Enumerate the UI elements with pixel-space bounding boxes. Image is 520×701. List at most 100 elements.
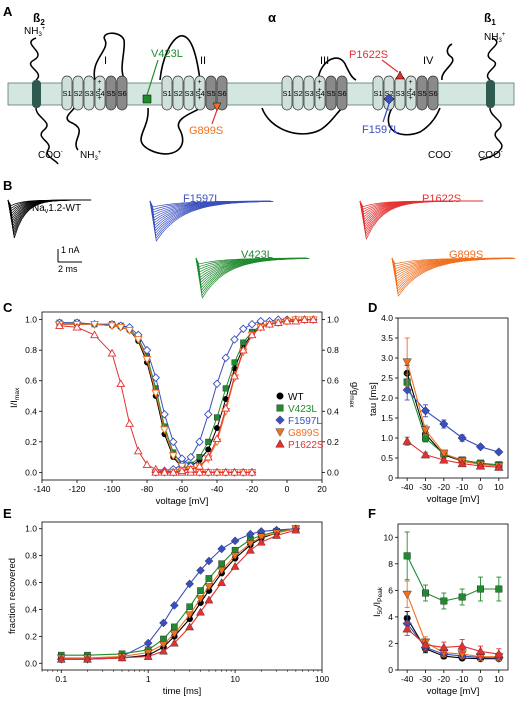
beta1-label: ß1 bbox=[484, 11, 496, 27]
data-point bbox=[159, 618, 168, 628]
data-point bbox=[238, 324, 248, 334]
y-tick-label: 0.8 bbox=[25, 345, 37, 355]
y-tick-label: 0.4 bbox=[25, 604, 37, 614]
data-point bbox=[276, 404, 284, 412]
y-tick-label: 1.0 bbox=[25, 315, 37, 325]
data-point bbox=[90, 330, 99, 339]
x-tick-label: -120 bbox=[68, 484, 85, 494]
nh3-left-label: NH3+ bbox=[24, 26, 46, 38]
legend-entry: G899S bbox=[288, 428, 319, 439]
data-point bbox=[402, 436, 412, 445]
data-point bbox=[160, 467, 169, 476]
data-point bbox=[420, 450, 431, 459]
y-axis-label-right: g/gmax bbox=[348, 382, 360, 408]
gating-charge: + bbox=[409, 87, 413, 94]
y-tick-label: 0.5 bbox=[381, 453, 393, 463]
data-point bbox=[213, 414, 220, 421]
data-point bbox=[494, 649, 504, 658]
mutation-p1622s: P1622S bbox=[349, 49, 405, 80]
y-tick-label: 3.0 bbox=[381, 353, 393, 363]
data-point bbox=[230, 561, 240, 570]
segment-label: S6 bbox=[429, 89, 438, 98]
data-point bbox=[218, 560, 225, 568]
segment-label: S1 bbox=[163, 89, 172, 98]
x-tick-label: 0 bbox=[285, 484, 290, 494]
data-point bbox=[265, 319, 274, 328]
data-point bbox=[457, 433, 467, 443]
data-point bbox=[308, 315, 318, 323]
data-point bbox=[203, 452, 213, 461]
plot-frame bbox=[397, 523, 509, 671]
helix-d2-s4 bbox=[194, 75, 206, 111]
data-point bbox=[221, 353, 231, 363]
data-point bbox=[475, 646, 486, 655]
data-point bbox=[440, 597, 448, 605]
data-point bbox=[495, 585, 503, 593]
data-point bbox=[195, 467, 204, 476]
data-point bbox=[55, 321, 64, 329]
y-tick-label: 0.0 bbox=[25, 467, 37, 477]
helix-d4-s4 bbox=[405, 75, 417, 111]
x-tick-label: -60 bbox=[176, 484, 189, 494]
series-line-p1622s bbox=[61, 529, 296, 660]
domain-ii-label: II bbox=[200, 55, 206, 67]
data-point bbox=[275, 415, 285, 425]
data-point bbox=[117, 653, 127, 662]
data-point bbox=[420, 426, 431, 435]
x-tick-label: 100 bbox=[315, 674, 329, 684]
data-point bbox=[168, 467, 178, 476]
data-point bbox=[230, 536, 240, 546]
data-point bbox=[275, 428, 285, 437]
gating-charge: + bbox=[318, 87, 322, 94]
alpha-label: α bbox=[268, 10, 276, 25]
data-point bbox=[300, 315, 309, 323]
data-point bbox=[151, 373, 161, 382]
domain-iv-label: IV bbox=[423, 55, 434, 67]
segment-label: S1 bbox=[374, 89, 383, 98]
current-trace bbox=[359, 200, 483, 235]
y-tick-label: 0.2 bbox=[25, 437, 37, 447]
y-tick-label: 3.5 bbox=[381, 333, 393, 343]
data-point bbox=[246, 540, 255, 548]
y-axis-label-left: I/Imax bbox=[9, 387, 21, 408]
x-tick-label: -140 bbox=[33, 484, 50, 494]
series-line-v423l bbox=[406, 555, 499, 602]
y2-tick-label: 0.0 bbox=[327, 467, 339, 477]
segment-label: S5 bbox=[418, 89, 427, 98]
segment-label: S1 bbox=[283, 89, 292, 98]
data-point bbox=[133, 336, 143, 345]
data-point bbox=[240, 339, 247, 346]
segment-label: S2 bbox=[294, 89, 303, 98]
data-point bbox=[186, 603, 193, 611]
helix-d2-s3 bbox=[183, 75, 195, 111]
coo-left-label: COO- bbox=[38, 149, 63, 161]
mutation-f1597l: F1597L bbox=[362, 93, 399, 136]
current-trace bbox=[195, 257, 310, 299]
x-tick-label: -40 bbox=[401, 482, 414, 492]
data-point bbox=[186, 464, 196, 473]
y-axis-label: fraction recovered bbox=[7, 558, 18, 634]
scale-bar: 1 nA 2 ms bbox=[57, 245, 82, 274]
mutation-g899s: G899S bbox=[189, 102, 223, 137]
data-point bbox=[90, 320, 99, 329]
data-point bbox=[143, 638, 153, 648]
gating-charge: + bbox=[409, 95, 413, 102]
data-point bbox=[171, 623, 178, 631]
data-point bbox=[204, 556, 214, 566]
data-point bbox=[197, 587, 204, 594]
x-tick-label: 10 bbox=[494, 674, 504, 684]
data-point bbox=[273, 318, 283, 326]
data-point bbox=[275, 439, 285, 448]
y-tick-label: 1.5 bbox=[381, 413, 393, 423]
data-point bbox=[142, 345, 152, 355]
segment-label: S5 bbox=[107, 89, 116, 98]
trace-label-f1597l: F1597L bbox=[183, 193, 220, 205]
gating-charge: + bbox=[318, 79, 322, 86]
y-tick-label: 2.5 bbox=[381, 373, 393, 383]
y-tick-label: 0.4 bbox=[25, 406, 37, 416]
gating-charge: + bbox=[409, 79, 413, 86]
data-point bbox=[230, 467, 239, 476]
y2-tick-label: 0.2 bbox=[327, 437, 339, 447]
data-point bbox=[168, 452, 178, 461]
